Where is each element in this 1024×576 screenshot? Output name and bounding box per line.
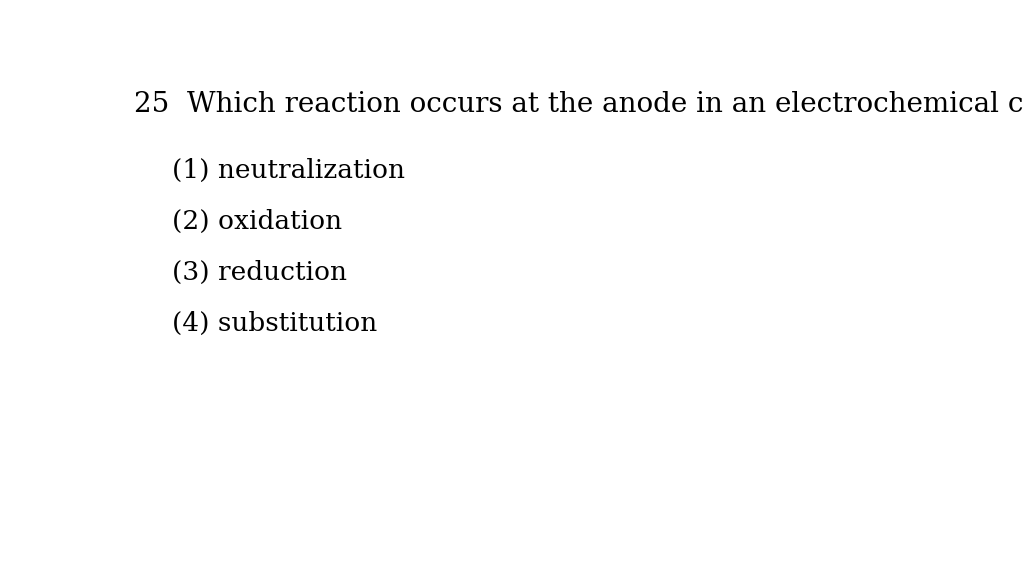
Text: (3) reduction: (3) reduction [172,260,347,285]
Text: (4) substitution: (4) substitution [172,311,377,336]
Text: (2) oxidation: (2) oxidation [172,209,342,234]
Text: (1) neutralization: (1) neutralization [172,158,404,183]
Text: 25  Which reaction occurs at the anode in an electrochemical cell?: 25 Which reaction occurs at the anode in… [134,92,1024,118]
